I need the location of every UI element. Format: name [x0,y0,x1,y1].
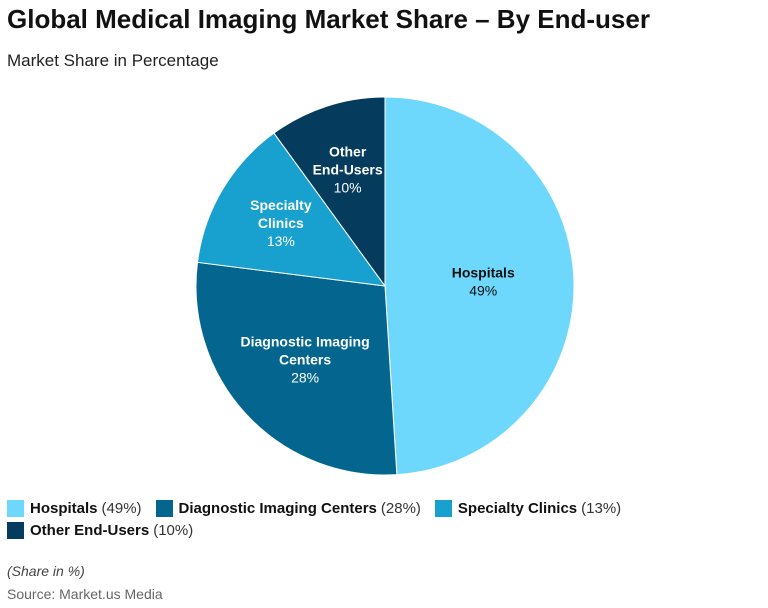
chart-subtitle: Market Share in Percentage [7,51,219,70]
legend-swatch [155,499,173,517]
chart-title: Global Medical Imaging Market Share – By… [7,4,650,34]
chart-legend: Hospitals (49%) Diagnostic Imaging Centers… [7,499,707,539]
legend-label: Other End-Users [30,521,150,539]
legend-item-hospitals: Hospitals (49%) [7,499,142,517]
legend-value: (13%) [581,499,622,517]
slice-value-other-end-users: 10% [334,180,362,196]
pie-chart: Hospitals 49% Diagnostic Imaging Centers 28%… [195,96,575,476]
legend-swatch [7,521,24,539]
legend-item-specialty-clinics: Specialty Clinics (13%) [434,499,622,517]
legend-value: (10%) [153,521,194,539]
legend-label: Hospitals [30,499,98,517]
slice-value-diagnostic-imaging-centers: 28% [291,370,319,386]
slice-value-hospitals: 49% [469,283,497,299]
legend-item-other-end-users: Other End-Users (10%) [7,521,193,539]
legend-item-diagnostic-imaging-centers: Diagnostic Imaging Centers (28%) [155,499,421,517]
legend-label: Specialty Clinics [457,499,578,517]
legend-value: (28%) [380,499,421,517]
slice-label-specialty-clinics: Clinics [258,215,304,231]
footnote: (Share in %) [7,563,85,579]
pie-slice-other-end-users [273,96,386,288]
slice-label-other-end-users: End-Users [313,162,383,178]
slice-value-specialty-clinics: 13% [267,233,295,249]
slice-label-other-end-users: Other [329,144,367,160]
slice-label-specialty-clinics: Specialty [250,197,312,213]
pie-slice-hospitals [384,96,575,476]
source-credit: Source: Market.us Media [7,586,163,602]
legend-label: Diagnostic Imaging Centers [178,499,377,517]
pie-slice-diagnostic-imaging-centers [195,261,398,476]
pie-slice-specialty-clinics [196,132,387,287]
legend-value: (49%) [101,499,142,517]
slice-label-hospitals: Hospitals [452,265,515,281]
slice-label-diagnostic-imaging-centers: Centers [279,352,331,368]
legend-swatch [7,499,24,517]
slice-label-diagnostic-imaging-centers: Diagnostic Imaging [241,334,370,350]
legend-swatch [434,499,452,517]
